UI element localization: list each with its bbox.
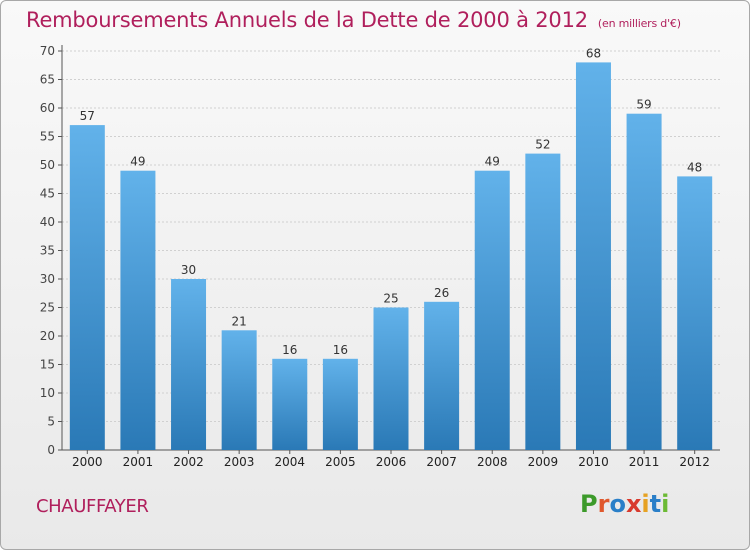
value-label-2004: 16 bbox=[282, 343, 297, 357]
chart-title: Remboursements Annuels de la Dette de 20… bbox=[26, 8, 681, 32]
value-label-2005: 16 bbox=[333, 343, 348, 357]
logo-letter: o bbox=[609, 490, 626, 518]
value-label-2009: 52 bbox=[535, 138, 550, 152]
proxiti-logo: Proxiti bbox=[580, 490, 669, 518]
y-tick-label: 25 bbox=[40, 301, 55, 315]
logo-letter: i bbox=[641, 490, 650, 518]
bar-2003 bbox=[221, 330, 257, 450]
y-tick-label: 40 bbox=[40, 215, 55, 229]
value-label-2011: 59 bbox=[636, 98, 651, 112]
x-tick-label-2009: 2009 bbox=[528, 455, 559, 469]
logo-letter: P bbox=[580, 490, 598, 518]
y-tick-label: 65 bbox=[40, 73, 55, 87]
y-tick-label: 30 bbox=[40, 272, 55, 286]
x-tick-label-2004: 2004 bbox=[274, 455, 305, 469]
bar-2000 bbox=[69, 125, 105, 450]
unit-note: (en milliers d'€) bbox=[597, 17, 681, 30]
x-tick-label-2003: 2003 bbox=[224, 455, 255, 469]
value-label-2000: 57 bbox=[80, 109, 95, 123]
bar-2011 bbox=[626, 113, 662, 450]
y-tick-label: 10 bbox=[40, 386, 55, 400]
x-tick-label-2002: 2002 bbox=[173, 455, 204, 469]
y-tick-label: 35 bbox=[40, 244, 55, 258]
logo-letter: t bbox=[649, 490, 662, 518]
commune-name: CHAUFFAYER bbox=[36, 496, 149, 517]
value-label-2001: 49 bbox=[130, 155, 145, 169]
bar-2009 bbox=[525, 153, 561, 450]
bar-2008 bbox=[474, 170, 510, 450]
value-label-2006: 25 bbox=[383, 292, 398, 306]
bar-layer bbox=[69, 62, 713, 451]
value-label-2002: 30 bbox=[181, 263, 196, 277]
x-tick-label-2010: 2010 bbox=[578, 455, 609, 469]
bar-2005 bbox=[322, 358, 358, 450]
y-tick-label: 20 bbox=[40, 329, 55, 343]
x-tick-label-2011: 2011 bbox=[629, 455, 660, 469]
bar-2001 bbox=[120, 170, 156, 450]
x-tick-label-2012: 2012 bbox=[679, 455, 710, 469]
bar-2002 bbox=[171, 279, 207, 450]
y-tick-label: 45 bbox=[40, 187, 55, 201]
logo-letter: r bbox=[597, 490, 610, 518]
x-tick-label-2005: 2005 bbox=[325, 455, 356, 469]
bar-2010 bbox=[575, 62, 611, 451]
value-label-2012: 48 bbox=[687, 160, 702, 174]
x-tick-label-2007: 2007 bbox=[426, 455, 457, 469]
chart-title-text: Remboursements Annuels de la Dette de 20… bbox=[26, 8, 588, 32]
bar-2012 bbox=[677, 176, 713, 450]
x-tick-label-2008: 2008 bbox=[477, 455, 508, 469]
value-label-2010: 68 bbox=[586, 46, 601, 60]
bar-2006 bbox=[373, 307, 409, 450]
logo-letter: x bbox=[625, 490, 642, 518]
x-tick-label-2001: 2001 bbox=[123, 455, 154, 469]
bar-2004 bbox=[272, 358, 308, 450]
y-tick-label: 70 bbox=[40, 44, 55, 58]
x-tick-label-2006: 2006 bbox=[376, 455, 407, 469]
y-tick-label: 5 bbox=[47, 415, 55, 429]
y-tick-label: 0 bbox=[47, 443, 55, 457]
value-label-2007: 26 bbox=[434, 286, 449, 300]
y-tick-label: 50 bbox=[40, 158, 55, 172]
y-tick-label: 15 bbox=[40, 358, 55, 372]
value-label-2003: 21 bbox=[232, 314, 247, 328]
label-layer: 57 2000 49 2001 30 2002 21 2003 16 2004 16 2005 25 20… bbox=[72, 46, 710, 469]
y-tick-label: 55 bbox=[40, 130, 55, 144]
y-tick-label: 60 bbox=[40, 101, 55, 115]
value-label-2008: 49 bbox=[485, 155, 500, 169]
bar-2007 bbox=[424, 301, 460, 450]
x-tick-label-2000: 2000 bbox=[72, 455, 103, 469]
logo-letter: i bbox=[661, 490, 670, 518]
